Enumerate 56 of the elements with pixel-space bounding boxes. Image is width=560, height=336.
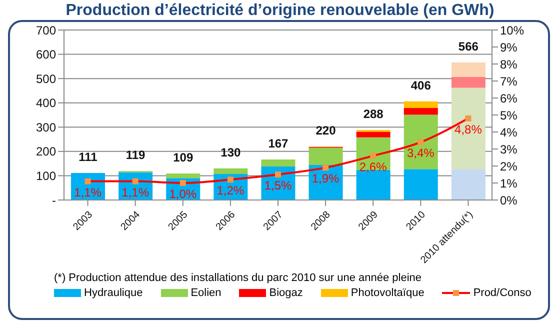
bar bbox=[308, 148, 343, 166]
total-label: 167 bbox=[268, 136, 289, 150]
y-tick-label: 400 bbox=[36, 96, 56, 110]
y-tick-label: 500 bbox=[36, 72, 56, 86]
y-tick-label: 200 bbox=[36, 144, 56, 159]
total-label: 220 bbox=[316, 124, 336, 138]
legend-label: Prod/Conso bbox=[473, 287, 532, 299]
data-label: 1,9% bbox=[312, 172, 340, 186]
legend-label: Hydraulique bbox=[84, 287, 143, 299]
legend-label: Eolien bbox=[190, 287, 222, 299]
y2-tick-label: 7% bbox=[500, 74, 518, 88]
total-label: 406 bbox=[410, 78, 432, 92]
y-tick-label: - bbox=[52, 193, 56, 208]
total-label: 111 bbox=[78, 150, 98, 164]
bar bbox=[261, 159, 296, 166]
legend-label: Photovoltaïque bbox=[350, 287, 424, 299]
bar bbox=[214, 168, 248, 174]
y2-tick-label: 8% bbox=[500, 57, 518, 72]
y-tick-label: 700 bbox=[36, 23, 56, 38]
y2-tick-label: 9% bbox=[500, 40, 518, 54]
y2-tick-label: 2% bbox=[500, 159, 518, 174]
bar bbox=[404, 169, 438, 200]
bar bbox=[451, 169, 486, 200]
y2-tick-label: 6% bbox=[500, 91, 518, 106]
total-label: 119 bbox=[126, 148, 146, 162]
y-tick-label: 100 bbox=[36, 168, 56, 183]
y2-tick-label: 1% bbox=[500, 176, 518, 190]
chart-title: Production d’électricité d’origine renouvelable (en GWh) bbox=[64, 2, 496, 21]
data-label: 1,5% bbox=[264, 178, 292, 192]
y2-tick-label: 3% bbox=[500, 142, 518, 156]
y2-tick-label: 5% bbox=[500, 108, 518, 122]
bar bbox=[404, 101, 438, 108]
text: (*) Production attendue des installations du parc 2010 sur une année pleine bbox=[54, 272, 423, 284]
bar bbox=[166, 174, 200, 178]
legend-label: Biogaz bbox=[269, 287, 303, 299]
y2-tick-label: 4% bbox=[500, 125, 518, 140]
total-label: 288 bbox=[363, 107, 384, 122]
y-tick-label: 600 bbox=[36, 48, 56, 62]
y-tick-label: 300 bbox=[36, 120, 56, 134]
data-label: 1,2% bbox=[216, 184, 244, 198]
data-label: 1,1% bbox=[122, 185, 150, 200]
bar bbox=[404, 108, 438, 115]
y2-tick-label: 10% bbox=[500, 23, 524, 38]
data-label: 1,0% bbox=[169, 187, 197, 201]
bar bbox=[451, 62, 486, 77]
bar bbox=[451, 88, 486, 170]
y2-tick-label: 0% bbox=[500, 193, 518, 208]
total-label: 566 bbox=[458, 40, 479, 54]
data-label: 1,1% bbox=[74, 185, 102, 200]
bar bbox=[356, 132, 390, 138]
total-label: 109 bbox=[173, 150, 194, 165]
data-label: 4,8% bbox=[454, 122, 482, 136]
bar bbox=[404, 114, 438, 170]
bar bbox=[451, 76, 486, 88]
data-label: 3,4% bbox=[406, 146, 435, 160]
total-label: 130 bbox=[220, 145, 241, 160]
